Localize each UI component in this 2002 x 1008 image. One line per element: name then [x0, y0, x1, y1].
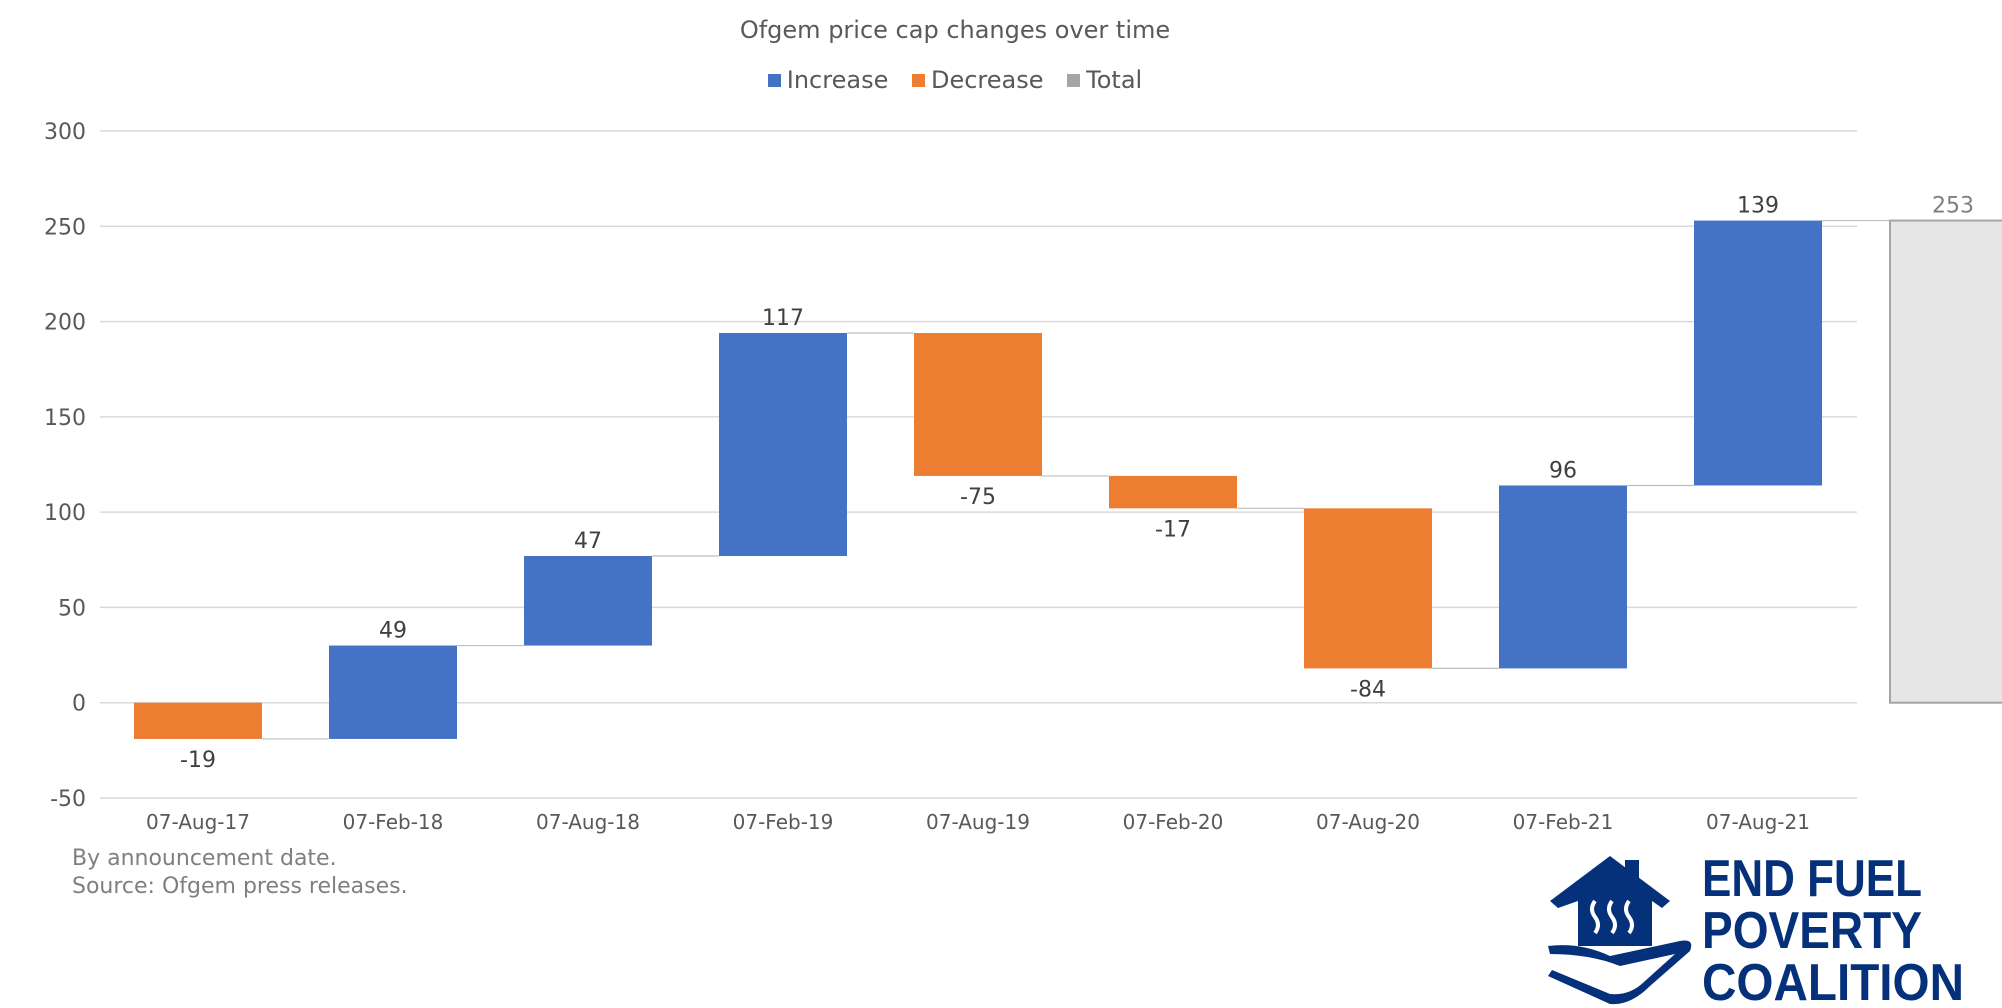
increase-bar — [524, 555, 652, 646]
legend-total: Total — [1067, 66, 1142, 94]
end-fuel-poverty-coalition-logo: END FUEL POVERTY COALITION — [1548, 850, 1964, 1006]
y-tick-label: 100 — [44, 501, 86, 526]
x-tick-label: 07-Aug-21 — [1706, 810, 1810, 834]
logo-text-line: END FUEL — [1702, 850, 1922, 908]
logo-text-line: COALITION — [1702, 954, 1964, 1006]
data-label: -75 — [960, 485, 996, 510]
legend: Increase Decrease Total — [0, 66, 1910, 94]
y-tick-label: 0 — [72, 692, 86, 717]
x-tick-label: 07-Feb-20 — [1123, 810, 1224, 834]
legend-label: Total — [1086, 66, 1143, 94]
increase-bar — [329, 645, 457, 739]
data-label: 117 — [762, 306, 804, 331]
y-tick-label: -50 — [50, 787, 86, 812]
data-label: 49 — [379, 619, 407, 644]
data-label: 47 — [574, 529, 602, 554]
x-tick-label: 07-Aug-17 — [146, 810, 250, 834]
x-tick-label: 07-Aug-20 — [1316, 810, 1420, 834]
legend-label: Increase — [786, 66, 889, 94]
legend-label: Decrease — [930, 66, 1044, 94]
legend-increase: Increase — [767, 66, 889, 94]
chart-title: Ofgem price cap changes over time — [739, 16, 1171, 44]
house-hand-icon — [1548, 856, 1692, 1005]
footnote-source: Source: Ofgem press releases. — [72, 874, 408, 899]
footnote-date: By announcement date. — [72, 846, 337, 871]
decrease-bar — [1109, 475, 1237, 509]
data-label: -17 — [1155, 517, 1191, 542]
total-data-label: 253 — [1932, 194, 1974, 219]
y-tick-label: 50 — [58, 596, 86, 621]
y-tick-label: 250 — [44, 215, 86, 240]
x-tick-label: 07-Aug-18 — [536, 810, 640, 834]
logo-text-line: POVERTY — [1702, 902, 1922, 960]
increase-bar — [1499, 485, 1627, 669]
x-tick-label: 07-Feb-19 — [733, 810, 834, 834]
y-tick-label: 200 — [44, 311, 86, 336]
decrease-bar — [914, 333, 1042, 476]
data-label: 139 — [1737, 194, 1779, 219]
data-label: -19 — [180, 748, 216, 773]
legend-swatch-increase — [767, 74, 781, 87]
legend-swatch-decrease — [911, 74, 925, 87]
increase-bar — [1694, 220, 1822, 486]
x-tick-label: 07-Aug-19 — [926, 810, 1030, 834]
increase-bar — [719, 333, 847, 556]
legend-decrease: Decrease — [911, 66, 1044, 94]
y-tick-label: 150 — [44, 406, 86, 431]
legend-swatch-total — [1067, 74, 1081, 87]
x-tick-label: 07-Feb-21 — [1513, 810, 1614, 834]
y-tick-label: 300 — [44, 120, 86, 145]
decrease-bar — [1304, 508, 1432, 669]
x-tick-label: 07-Feb-18 — [343, 810, 444, 834]
data-label: -84 — [1350, 677, 1386, 702]
data-label: 96 — [1549, 458, 1577, 483]
decrease-bar — [134, 702, 262, 739]
total-bar — [1889, 219, 2002, 704]
